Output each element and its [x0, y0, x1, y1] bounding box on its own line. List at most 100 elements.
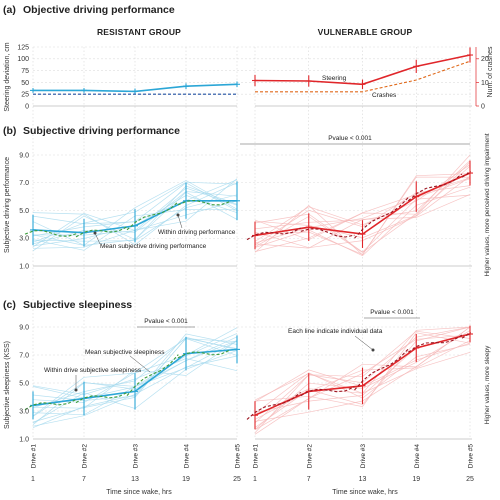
x-tick-label: 7: [307, 476, 311, 483]
x-tick-label: 1: [253, 476, 257, 483]
within-annotation: Within driving performance: [158, 229, 236, 236]
drive-label: Drive #3: [133, 444, 140, 469]
within-annotation: Within drive subjective sleepiness: [44, 367, 142, 374]
drive-label: Drive #2: [306, 444, 313, 469]
panel-c-label: (c): [3, 299, 16, 311]
within-drive-line: [24, 229, 77, 237]
annotation-leader: [354, 335, 374, 351]
y2-tick-label: 20: [481, 56, 489, 63]
mean-annotation: Mean subjective driving performance: [100, 243, 207, 250]
individual-line: [32, 182, 238, 246]
xlabel-right: Time since wake, hrs: [332, 489, 398, 496]
individual-line: [32, 340, 238, 409]
individual-line: [254, 194, 471, 249]
pvalue-label: Pvalue < 0.001: [144, 318, 188, 325]
drive-label: Drive #3: [360, 444, 367, 469]
panel-a-title: Objective driving performance: [23, 4, 175, 16]
x-tick-label: 1: [31, 476, 35, 483]
panel-b-title: Subjective driving performance: [23, 125, 180, 137]
within-drive-line: [300, 228, 355, 238]
within-drive-line: [246, 227, 301, 241]
individual-line: [32, 327, 238, 417]
y-tick-label: 25: [21, 92, 29, 99]
y2-tick-label: 0: [481, 103, 485, 110]
y-tick-label: 125: [17, 44, 29, 51]
individual-line: [32, 180, 238, 246]
y-tick-label: 1.0: [19, 436, 29, 443]
drive-label: Drive #4: [414, 444, 421, 469]
y-tick-label: 3.0: [19, 408, 29, 415]
individual-line: [254, 173, 471, 256]
x-tick-label: 25: [466, 476, 474, 483]
xlabel-left: Time since wake, hrs: [106, 489, 172, 496]
pvalue-label: Pvalue < 0.001: [370, 309, 414, 316]
y-tick-label: 9.0: [19, 324, 29, 331]
within-drive-line: [461, 171, 472, 178]
annotation-leader: [94, 232, 101, 245]
within-drive-line: [407, 173, 463, 202]
within-drive-line: [24, 398, 77, 411]
series-layer: [24, 47, 473, 430]
grid-layer: [32, 46, 479, 440]
y-tick-label: 75: [21, 68, 29, 75]
individual-line: [32, 338, 238, 403]
y-tick-label: 0: [25, 103, 29, 110]
mean-annotation: Mean subjective sleepiness: [85, 349, 165, 356]
x-tick-label: 13: [359, 476, 367, 483]
annotation-leader: [129, 355, 151, 373]
panel-b-side-label: Higher values, more perceived driving im…: [484, 133, 491, 276]
vulnerable-group-label: VULNERABLE GROUP: [318, 27, 413, 37]
crashes-line-vulnerable: [255, 60, 471, 93]
panel-a-y2label: Num. of crashes: [487, 46, 494, 97]
panel-a-label: (a): [3, 4, 16, 16]
panel-a-ylabel: Steering deviation, cm: [4, 42, 11, 111]
resistant-group-label: RESISTANT GROUP: [97, 27, 181, 37]
individual-line: [254, 186, 471, 257]
annotation-leader: [177, 214, 183, 229]
x-tick-label: 13: [131, 476, 139, 483]
y-tick-label: 100: [17, 56, 29, 63]
individual-annotation: Each line indicate individual data: [288, 328, 383, 335]
y-tick-label: 7.0: [19, 352, 29, 359]
y-tick-label: 7.0: [19, 180, 29, 187]
drive-label: Drive #5: [235, 444, 242, 469]
pvalue-label: Pvalue < 0.001: [328, 135, 372, 142]
x-tick-label: 7: [82, 476, 86, 483]
steering-annotation: Steering: [322, 75, 347, 82]
y-tick-label: 9.0: [19, 152, 29, 159]
drive-label: Drive #4: [184, 444, 191, 469]
within-drive-line: [354, 197, 409, 239]
drive-label: Drive #1: [253, 444, 260, 469]
y-tick-label: 5.0: [19, 380, 29, 387]
drive-label: Drive #5: [468, 444, 475, 469]
crashes-annotation: Crashes: [372, 92, 397, 99]
within-drive-line: [461, 332, 472, 339]
within-drive-line: [300, 386, 355, 397]
within-drive-line: [75, 226, 128, 238]
x-tick-label: 19: [412, 476, 420, 483]
within-drive-line: [407, 334, 463, 353]
x-tick-label: 19: [182, 476, 190, 483]
y-tick-label: 3.0: [19, 236, 29, 243]
panel-c-title: Subjective sleepiness: [23, 299, 132, 311]
panel-b-label: (b): [3, 125, 16, 137]
within-drive-line: [126, 201, 179, 231]
within-drive-line: [246, 391, 302, 420]
individual-line: [254, 154, 471, 253]
x-tick-label: 25: [233, 476, 241, 483]
panel-c-ylabel: Subjective sleepiness (KSS): [4, 341, 11, 429]
panel-c-side-label: Higher values, more sleepy: [484, 345, 491, 425]
y-tick-label: 1.0: [19, 263, 29, 270]
y-tick-label: 50: [21, 80, 29, 87]
within-drive-line: [177, 349, 230, 359]
labels-layer: 02550751001251.03.05.07.09.01.03.05.07.0…: [17, 44, 489, 483]
within-drive-line: [354, 348, 409, 391]
drive-label: Drive #2: [82, 444, 89, 469]
y-tick-label: 5.0: [19, 208, 29, 215]
individual-line: [254, 332, 471, 407]
within-drive-line: [75, 391, 128, 404]
individual-lines-layer: [32, 154, 471, 435]
panel-b-ylabel: Subjective driving performance: [4, 157, 11, 253]
drive-label: Drive #1: [31, 444, 38, 469]
